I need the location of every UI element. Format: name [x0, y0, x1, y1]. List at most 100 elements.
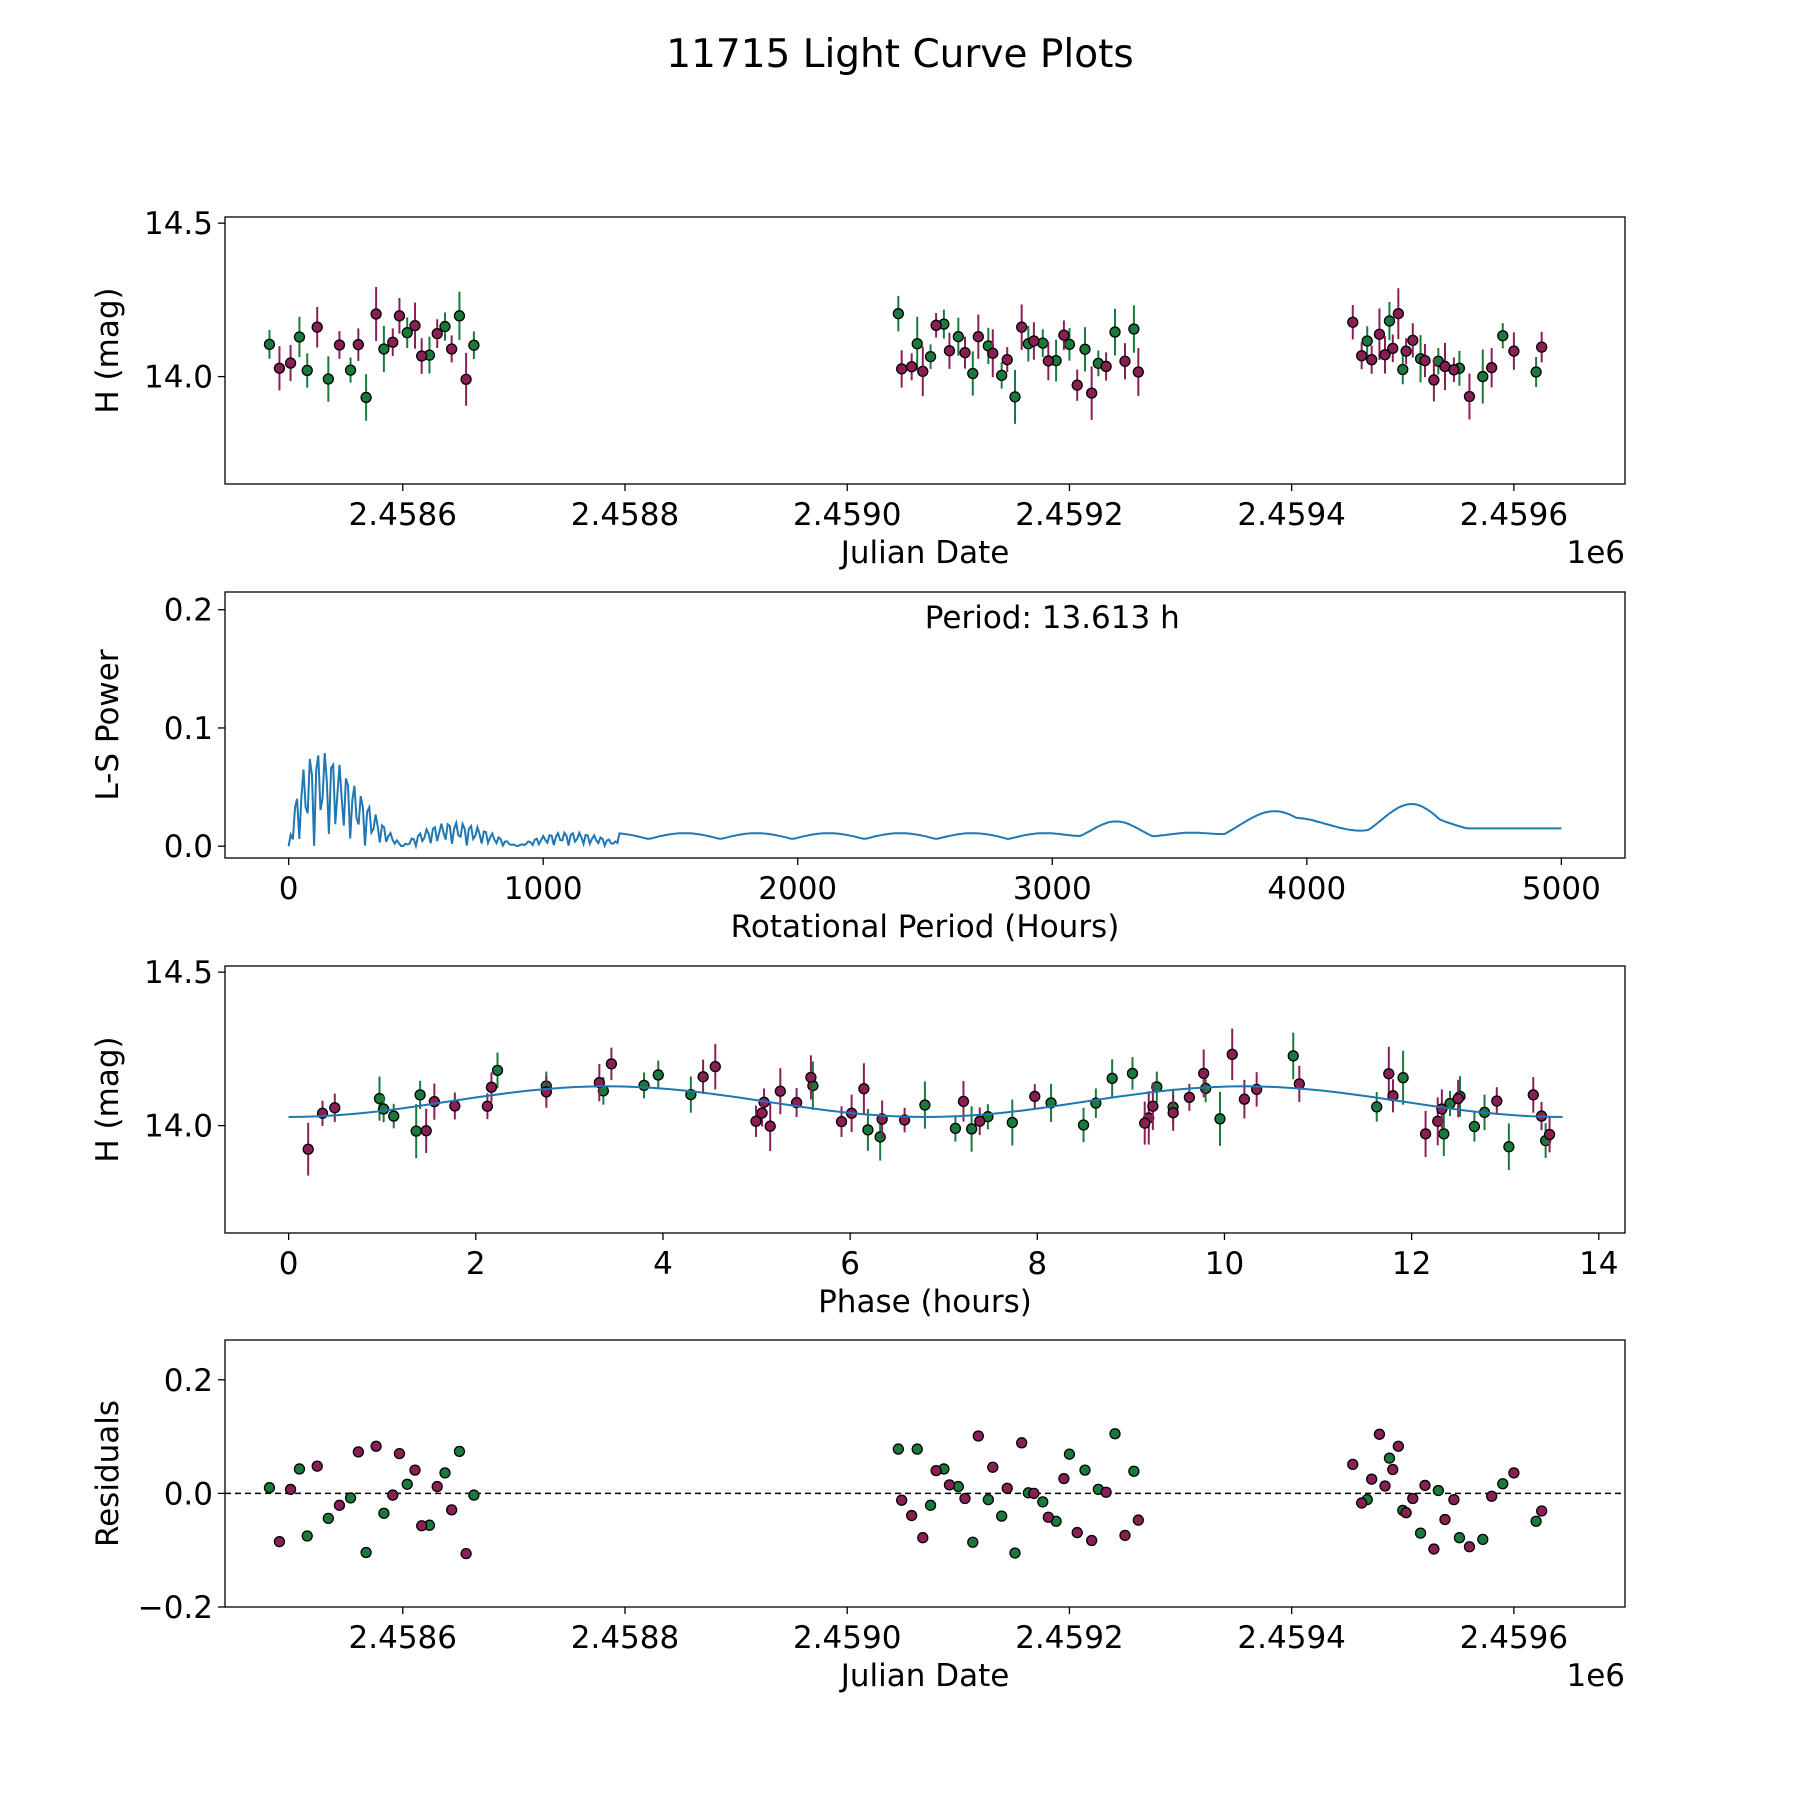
data-point: [1347, 316, 1359, 328]
data-point: [401, 327, 413, 339]
data-point: [409, 1464, 421, 1476]
x-tick-label: 2.4594: [1237, 497, 1345, 533]
x-tick-label: 2.4590: [793, 1620, 901, 1656]
data-point: [911, 1443, 923, 1455]
period-annotation: Period: 13.613 h: [925, 600, 1180, 636]
data-point: [858, 1083, 870, 1095]
data-point: [924, 350, 937, 363]
data-point: [1167, 1107, 1179, 1119]
data-point: [1536, 341, 1548, 353]
data-point: [1238, 1093, 1251, 1105]
data-point: [750, 1115, 762, 1127]
data-point: [1379, 1480, 1391, 1492]
series-o: [273, 1428, 1548, 1560]
data-point: [322, 373, 334, 385]
data-point: [652, 1069, 664, 1081]
data-point: [1147, 1100, 1159, 1112]
x-axis-label: Rotational Period (Hours): [731, 909, 1120, 945]
data-point: [1128, 1465, 1140, 1477]
data-point: [862, 1124, 874, 1136]
data-point: [410, 1125, 422, 1137]
data-point: [1536, 1505, 1548, 1517]
data-point: [638, 1079, 650, 1092]
data-point: [952, 1480, 964, 1493]
data-point: [1132, 366, 1144, 378]
panel-periodogram: 0 1000 2000 3000 4000 5000 0.0 0.1 0.2 Rotational…: [90, 591, 1626, 945]
data-point: [1463, 1541, 1476, 1553]
data-point: [1419, 1479, 1431, 1492]
data-point: [1077, 1119, 1090, 1131]
data-point: [1287, 1050, 1299, 1062]
data-point: [1530, 1515, 1542, 1527]
data-point: [1009, 1547, 1021, 1559]
data-point: [959, 1492, 971, 1505]
data-point: [1009, 391, 1021, 403]
axes-frame: [224, 1339, 1626, 1608]
data-point: [1383, 1452, 1396, 1464]
y-tick-label: 14.0: [144, 1109, 213, 1145]
data-point: [414, 1089, 426, 1101]
x-tick-label: 5000: [1522, 871, 1601, 907]
data-point: [284, 1483, 297, 1496]
data-point: [957, 1095, 970, 1107]
data-point: [906, 1509, 918, 1522]
x-tick-label: 2.4596: [1460, 497, 1568, 533]
data-point: [1432, 1484, 1444, 1497]
data-point: [1001, 354, 1013, 366]
data-point: [1058, 329, 1070, 341]
data-point: [896, 363, 908, 375]
panel-light-curve: 2.4586 2.4588 2.4590 2.4592 2.4594 2.4596 14.0…: [90, 206, 1626, 571]
plot-area: [263, 286, 1548, 424]
data-point: [967, 367, 979, 380]
data-point: [774, 1085, 786, 1097]
data-point: [1139, 1117, 1151, 1129]
y-tick-label: 0.2: [164, 593, 213, 629]
panel-phase-folded: 0 2 4 6 8 10 12 14 14.0 14.5 Phase (hours) H (mag): [90, 955, 1626, 1320]
y-tick-label: 0.0: [164, 829, 213, 865]
data-point: [1109, 326, 1121, 338]
data-point: [974, 1115, 986, 1127]
data-point: [1397, 1072, 1409, 1084]
data-point: [263, 1482, 276, 1494]
x-axis-label: Julian Date: [839, 1658, 1010, 1694]
panel-residuals: 2.4586 2.4588 2.4590 2.4592 2.4594 2.4596 −0.2…: [90, 1339, 1626, 1694]
data-point: [393, 310, 406, 322]
data-point: [892, 1443, 904, 1455]
data-point: [835, 1115, 848, 1128]
data-point: [949, 1122, 962, 1134]
x-tick-label: 2.4594: [1237, 1620, 1345, 1656]
y-tick-label: 0.2: [164, 1363, 213, 1399]
data-point: [1366, 1473, 1378, 1485]
data-point: [360, 391, 372, 404]
data-point: [1452, 1092, 1464, 1105]
axes-frame: [224, 591, 1626, 859]
data-point: [491, 1064, 504, 1076]
data-point: [967, 1536, 979, 1548]
data-point: [301, 364, 313, 377]
data-point: [1407, 334, 1419, 347]
data-point: [1530, 366, 1542, 378]
data-point: [1183, 1091, 1196, 1104]
y-tick-label: 14.5: [144, 206, 213, 242]
data-point: [273, 362, 286, 374]
data-point: [416, 350, 428, 362]
data-point: [409, 319, 421, 332]
data-point: [593, 1076, 605, 1089]
data-point: [431, 1480, 443, 1493]
data-point: [387, 1489, 399, 1501]
data-point: [453, 1445, 466, 1457]
data-point: [1361, 335, 1373, 347]
data-point: [393, 1447, 406, 1460]
data-point: [1503, 1141, 1515, 1153]
data-point: [1373, 1428, 1386, 1440]
y-tick-label: 14.0: [144, 360, 213, 396]
x-tick-label: 4: [653, 1246, 673, 1282]
x-tick-label: 0: [279, 871, 299, 907]
data-point: [1058, 1472, 1070, 1485]
data-point: [329, 1102, 341, 1114]
series-g: [263, 291, 1542, 424]
data-point: [1001, 1482, 1013, 1494]
x-tick-label: 2.4596: [1460, 1620, 1568, 1656]
data-point: [1128, 323, 1140, 335]
series-g: [263, 1428, 1542, 1559]
